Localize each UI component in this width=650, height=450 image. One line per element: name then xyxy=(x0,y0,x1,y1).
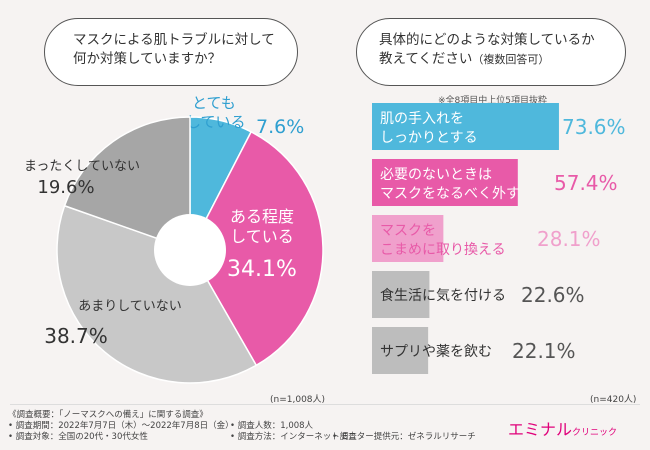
survey-method: • 調査方法：インターネット調査 xyxy=(230,432,357,442)
survey-provider: • モニター提供元：ゼネラルリサーチ xyxy=(332,432,476,442)
bar-label-1-line2: しっかりとする xyxy=(380,130,478,146)
bar-3 xyxy=(372,215,444,262)
survey-title: 《調査概要：「ノーマスクへの備え」に関する調査》 xyxy=(8,410,208,420)
bar-label-2-line2: マスクをなるべく外す xyxy=(380,186,520,202)
bar-value-5: 22.1% xyxy=(512,339,576,363)
bar-sample-size: (n=420人) xyxy=(590,395,637,405)
bar-4 xyxy=(372,271,430,318)
bar-value-4: 22.6% xyxy=(521,283,585,307)
pie-value-4: 19.6% xyxy=(37,177,94,198)
pie-center-hole xyxy=(154,214,226,286)
bar-value-1: 73.6% xyxy=(562,115,626,139)
bar-value-3: 28.1% xyxy=(537,227,601,251)
pie-value-2: 34.1% xyxy=(227,257,297,282)
pie-slice-3 xyxy=(56,204,258,384)
bar-label-2-line1: 必要のないときは xyxy=(380,167,492,183)
bar-label-3-line1: マスクを xyxy=(380,223,436,239)
pie-label-2-line2: している xyxy=(230,227,294,246)
question-2-bubble: 具体的にどのような対策しているか 教えてください（複数回答可） xyxy=(356,18,626,86)
bar-5 xyxy=(372,327,429,374)
pie-slice-4 xyxy=(63,116,191,252)
survey-overview: 《調査概要：「ノーマスクへの備え」に関する調査》 • 調査期間：2022年7月7… xyxy=(8,410,234,443)
bar-2 xyxy=(372,159,518,206)
question-1-line2: 何か対策していますか？ xyxy=(73,51,222,67)
top5-note: ※全8項目中上位5項目抜粋 xyxy=(438,96,547,106)
survey-period: • 調査期間：2022年7月7日（木）～2022年7月8日（金） xyxy=(8,421,234,431)
bar-label-3-line2: こまめに取り換える xyxy=(380,242,506,258)
footer-divider xyxy=(10,404,640,405)
pie-label-2-line1: ある程度 xyxy=(230,207,294,226)
pie-label-1-line1: とても xyxy=(192,94,236,112)
survey-details: • 調査人数：1,008人 • 調査方法：インターネット調査 xyxy=(230,421,357,443)
pie-sample-size: (n=1,008人) xyxy=(270,395,326,405)
brand-sub: クリニック xyxy=(572,428,618,438)
question-2-line1: 具体的にどのような対策しているか xyxy=(379,32,595,48)
question-1-bubble: マスクによる肌トラブルに対して 何か対策していますか？ xyxy=(44,18,298,86)
bar-label-1-line1: 肌の手入れを xyxy=(380,111,464,127)
pie-value-3: 38.7% xyxy=(44,324,108,348)
bar-1 xyxy=(372,103,559,150)
pie-value-1: 7.6% xyxy=(256,116,304,138)
bar-label-5-line1: サプリや薬を飲む xyxy=(380,344,492,360)
question-2-sub: （複数回答可） xyxy=(472,53,550,66)
question-2-line2: 教えてください xyxy=(379,51,473,67)
survey-count: • 調査人数：1,008人 xyxy=(230,421,314,431)
brand-logo: エミナルクリニック xyxy=(508,416,617,440)
pie-label-1-line2: している xyxy=(186,113,246,131)
brand-main: エミナル xyxy=(508,420,573,439)
pie-label-4-line1: まったくしていない xyxy=(24,159,140,174)
bar-value-2: 57.4% xyxy=(554,171,618,195)
pie-label-3-line1: あまりしていない xyxy=(78,299,182,314)
bar-label-4-line1: 食生活に気を付ける xyxy=(380,287,506,304)
question-1-line1: マスクによる肌トラブルに対して xyxy=(73,32,275,48)
survey-target: • 調査対象：全国の20代・30代女性 xyxy=(8,432,148,442)
